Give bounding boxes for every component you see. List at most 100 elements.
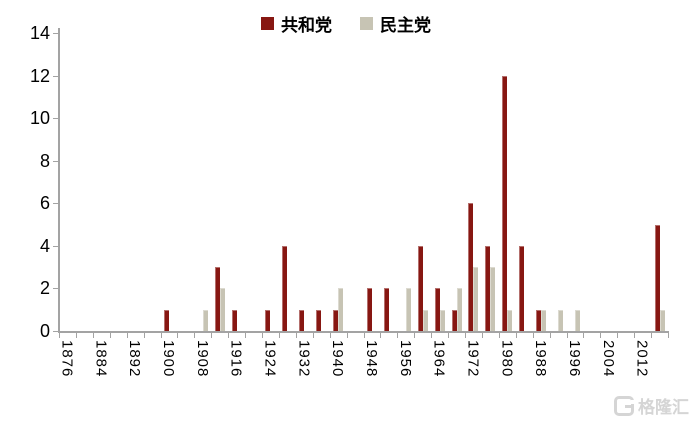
y-axis-tick: [53, 245, 58, 247]
x-axis-tick: [380, 333, 382, 338]
bar-republican: [502, 75, 508, 331]
x-axis-tick: [397, 333, 399, 338]
bar-democrat: [422, 309, 428, 331]
bar-republican: [163, 309, 169, 331]
x-axis-tick: [566, 333, 568, 338]
bar-republican: [468, 203, 474, 331]
bar-republican: [519, 245, 525, 331]
x-axis-tick: [600, 333, 602, 338]
bar-democrat: [202, 309, 208, 331]
x-axis-tick: [498, 333, 500, 338]
bar-democrat: [558, 309, 564, 331]
x-axis-tick: [634, 333, 636, 338]
x-axis-tick: [143, 333, 145, 338]
x-axis-tick: [194, 333, 196, 338]
x-axis-label: 1948: [362, 340, 380, 378]
y-axis-tick: [53, 118, 58, 120]
x-axis-line: [58, 331, 669, 333]
bar-republican: [214, 267, 220, 331]
x-axis-tick: [59, 333, 60, 338]
y-axis-tick: [53, 331, 58, 332]
x-axis-tick: [515, 333, 517, 338]
bar-democrat: [507, 309, 513, 331]
x-axis-tick: [262, 333, 263, 338]
x-axis-label: 1964: [430, 340, 448, 378]
y-axis-label: 12: [29, 65, 50, 86]
x-axis-tick: [312, 333, 314, 338]
y-axis-label: 14: [29, 23, 50, 43]
legend-item: 共和党: [261, 11, 332, 36]
bar-republican: [282, 245, 288, 331]
x-axis-tick: [668, 333, 669, 338]
watermark-text: 格隆汇: [638, 398, 689, 417]
bar-republican: [265, 309, 271, 331]
bar-republican: [654, 224, 660, 331]
x-axis-label: 1996: [565, 340, 583, 378]
bar-democrat: [219, 288, 225, 331]
x-axis-tick: [431, 333, 433, 338]
x-axis-label: 2012: [633, 340, 651, 378]
x-axis-tick: [465, 333, 466, 338]
x-axis-tick: [109, 333, 111, 338]
x-axis-tick: [160, 333, 162, 338]
x-axis-label: 1940: [329, 340, 347, 378]
x-axis-tick: [329, 333, 331, 338]
bar-democrat: [574, 309, 580, 331]
x-axis-label: 1980: [498, 340, 516, 378]
y-axis-line: [58, 28, 60, 333]
legend-label: 民主党: [380, 16, 431, 35]
legend-item: 民主党: [360, 11, 431, 36]
x-axis-tick: [245, 333, 247, 338]
bar-republican: [316, 309, 322, 331]
y-axis-tick: [53, 33, 58, 34]
x-axis-tick: [549, 333, 551, 338]
bar-democrat: [439, 309, 445, 331]
x-axis-tick: [295, 333, 297, 338]
x-axis-tick: [75, 333, 77, 338]
x-axis-tick: [481, 333, 483, 338]
x-axis-tick: [228, 333, 230, 338]
x-axis-tick: [126, 333, 128, 338]
legend-swatch-icon: [261, 17, 274, 30]
y-axis-label: 10: [29, 108, 50, 129]
x-axis-label: 1972: [464, 340, 482, 378]
bar-republican: [383, 288, 389, 331]
y-axis-label: 6: [39, 193, 50, 214]
x-axis-tick: [363, 333, 365, 338]
y-axis-label: 4: [39, 235, 50, 256]
bar-democrat: [473, 267, 479, 331]
x-axis-label: 2004: [599, 340, 617, 378]
x-axis-tick: [278, 333, 280, 338]
bar-republican: [417, 245, 423, 331]
bar-republican: [434, 288, 440, 331]
x-axis-label: 1884: [92, 340, 110, 378]
x-axis-label: 1892: [126, 340, 144, 378]
legend-swatch-icon: [360, 17, 373, 30]
x-axis-label: 1908: [193, 340, 211, 378]
bar-republican: [451, 309, 457, 331]
bar-republican: [333, 309, 339, 331]
x-axis-label: 1876: [58, 340, 76, 378]
x-axis-tick: [651, 333, 653, 338]
x-axis-tick: [92, 333, 94, 338]
legend-label: 共和党: [281, 16, 332, 35]
bar-republican: [485, 245, 491, 331]
bar-republican: [536, 309, 542, 331]
y-axis-tick: [53, 75, 58, 77]
bar-democrat: [456, 288, 462, 331]
watermark: 格隆汇: [614, 393, 689, 418]
x-axis-label: 1956: [396, 340, 414, 378]
x-axis-label: 1988: [532, 340, 550, 378]
x-axis-label: 1900: [159, 340, 177, 378]
bar-democrat: [405, 288, 411, 331]
x-axis-tick: [532, 333, 534, 338]
y-axis-tick: [53, 160, 58, 162]
x-axis-tick: [211, 333, 213, 338]
y-axis-tick: [53, 288, 58, 290]
bar-republican: [231, 309, 237, 331]
x-axis-label: 1932: [295, 340, 313, 378]
x-axis-tick: [346, 333, 348, 338]
bar-democrat: [659, 309, 665, 331]
x-axis-tick: [448, 333, 450, 338]
